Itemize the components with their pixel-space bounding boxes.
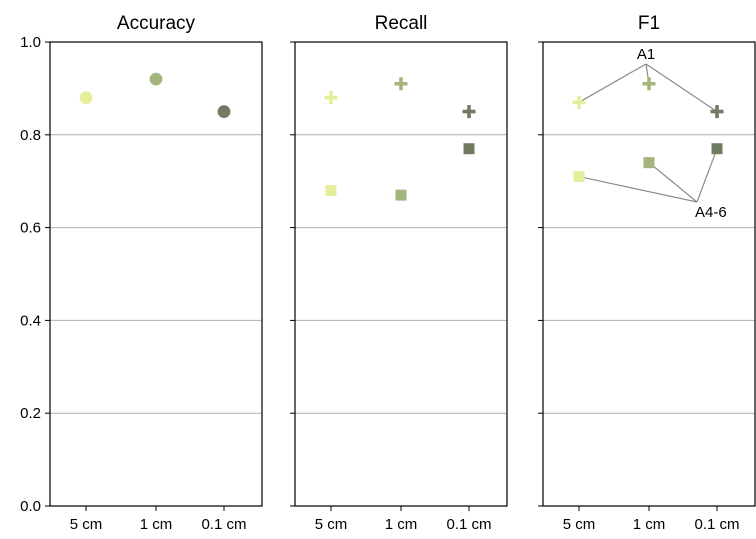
data-point-plus [710,105,724,119]
data-point-plus [642,77,656,91]
panel-title: Recall [375,13,428,34]
x-tick-label: 1 cm [140,516,173,533]
panel-title: F1 [638,13,660,34]
panel-recall: 5 cm 1 cm 0.1 cm Recall [290,13,508,533]
data-point-circle [79,91,93,105]
y-tick-label: 0.4 [20,312,41,329]
data-point-plus [572,95,586,109]
x-tick-label: 1 cm [385,516,418,533]
y-tick-label: 0.2 [20,405,41,422]
x-tick-label: 1 cm [633,516,666,533]
data-point-circle [149,72,163,86]
data-point-circle [217,105,231,118]
annotation-label: A1 [637,46,655,63]
panel-title: Accuracy [117,13,196,34]
x-tick-label: 5 cm [315,516,348,533]
annotation-line [578,63,647,103]
data-point-square [573,171,585,183]
data-point-square [325,184,337,196]
panel-accuracy: 0.0 0.2 0.4 0.6 0.8 1.0 5 cm 1 cm 0.1 cm Accuracy [20,13,263,533]
annotation-line [578,175,698,203]
data-point-square [643,157,655,169]
y-tick-label: 0.6 [20,220,41,237]
data-point-square [395,189,407,201]
x-tick-label: 0.1 cm [694,516,739,533]
y-tick-label: 1.0 [20,34,41,51]
annotation-label: A4-6 [695,204,727,221]
x-tick-label: 5 cm [563,516,596,533]
annotation-line [696,148,718,203]
y-tick-label: 0.8 [20,127,41,144]
x-tick-label: 5 cm [70,516,103,533]
data-point-square [463,143,475,155]
y-tick-label: 0.0 [20,498,41,515]
annotation-line [648,162,698,203]
data-point-plus [324,91,338,105]
annotation-line [645,63,718,113]
x-tick-label: 0.1 cm [201,516,246,533]
data-point-square [711,143,723,155]
x-tick-label: 0.1 cm [446,516,491,533]
panel-f1: 5 cm 1 cm 0.1 cm F1 A1 A4-6 [538,13,756,533]
data-point-plus [462,105,476,119]
data-point-plus [394,77,408,91]
